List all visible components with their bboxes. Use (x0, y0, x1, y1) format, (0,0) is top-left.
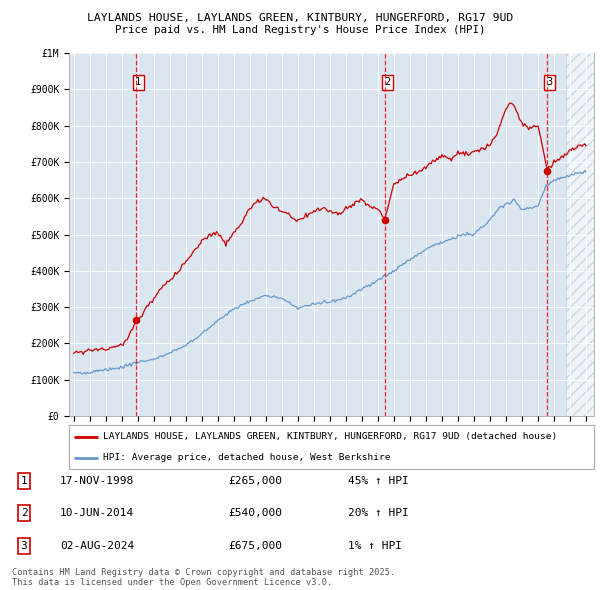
Text: LAYLANDS HOUSE, LAYLANDS GREEN, KINTBURY, HUNGERFORD, RG17 9UD (detached house): LAYLANDS HOUSE, LAYLANDS GREEN, KINTBURY… (103, 432, 557, 441)
Text: 3: 3 (20, 541, 28, 550)
Text: This data is licensed under the Open Government Licence v3.0.: This data is licensed under the Open Gov… (12, 578, 332, 587)
Text: Price paid vs. HM Land Registry's House Price Index (HPI): Price paid vs. HM Land Registry's House … (115, 25, 485, 35)
Text: 17-NOV-1998: 17-NOV-1998 (60, 476, 134, 486)
Text: 2: 2 (384, 77, 391, 87)
Text: 45% ↑ HPI: 45% ↑ HPI (348, 476, 409, 486)
Text: HPI: Average price, detached house, West Berkshire: HPI: Average price, detached house, West… (103, 454, 391, 463)
Text: 10-JUN-2014: 10-JUN-2014 (60, 509, 134, 518)
Text: Contains HM Land Registry data © Crown copyright and database right 2025.: Contains HM Land Registry data © Crown c… (12, 568, 395, 576)
Text: 02-AUG-2024: 02-AUG-2024 (60, 541, 134, 550)
Text: 1% ↑ HPI: 1% ↑ HPI (348, 541, 402, 550)
Text: £265,000: £265,000 (228, 476, 282, 486)
Text: £675,000: £675,000 (228, 541, 282, 550)
Text: 20% ↑ HPI: 20% ↑ HPI (348, 509, 409, 518)
Text: LAYLANDS HOUSE, LAYLANDS GREEN, KINTBURY, HUNGERFORD, RG17 9UD: LAYLANDS HOUSE, LAYLANDS GREEN, KINTBURY… (87, 13, 513, 23)
Text: £540,000: £540,000 (228, 509, 282, 518)
Text: 1: 1 (20, 476, 28, 486)
Text: 2: 2 (20, 509, 28, 518)
Text: 1: 1 (135, 77, 142, 87)
Text: 3: 3 (547, 77, 553, 87)
